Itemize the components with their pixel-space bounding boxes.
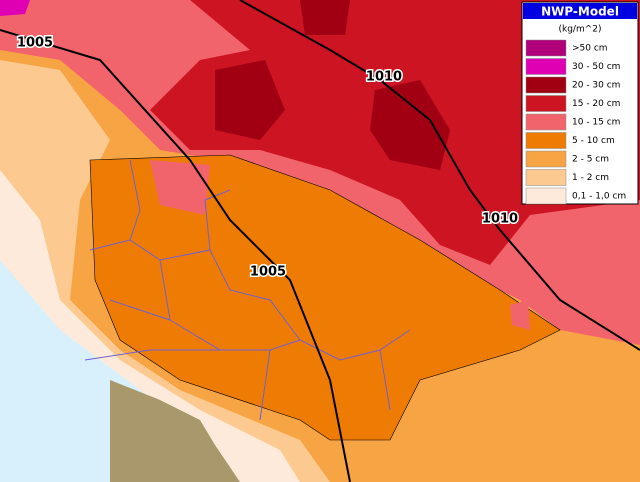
region [300, 0, 350, 35]
legend-label: 10 - 15 cm [572, 118, 620, 128]
legend-label: 2 - 5 cm [572, 155, 609, 165]
legend-swatch [525, 150, 567, 168]
legend-swatch [525, 95, 567, 112]
legend-swatch [525, 39, 567, 57]
region [150, 160, 210, 215]
legend-swatch [525, 187, 567, 205]
region [370, 80, 450, 170]
legend-title: NWP-Model [541, 5, 619, 19]
legend-label: 20 - 30 cm [572, 81, 620, 91]
legend-header [523, 3, 637, 19]
region [0, 0, 30, 16]
isobar-label: 1005 [250, 265, 286, 280]
land [110, 380, 240, 482]
legend-swatch [525, 132, 567, 149]
region [215, 60, 285, 140]
legend-swatch [525, 169, 567, 186]
legend-label: 5 - 10 cm [572, 136, 615, 146]
legend-label: 15 - 20 cm [572, 99, 620, 109]
isobar-label: 1010 [482, 212, 518, 227]
isobar-label: 1005 [17, 36, 53, 51]
legend-unit: (kg/m^2) [558, 25, 601, 35]
legend: NWP-Model (kg/m^2) >50 cm 30 - 50 cm 20 - … [521, 1, 639, 205]
legend-label: >50 cm [572, 44, 608, 54]
legend-label: 1 - 2 cm [572, 173, 609, 183]
region [510, 300, 530, 330]
borders [84, 159, 411, 421]
legend-swatch [525, 76, 567, 94]
isobar-label: 1010 [366, 70, 402, 85]
legend-label: 30 - 50 cm [572, 62, 620, 72]
legend-swatch [525, 113, 567, 131]
legend-swatch [525, 58, 567, 75]
legend-label: 0,1 - 1,0 cm [572, 192, 626, 202]
